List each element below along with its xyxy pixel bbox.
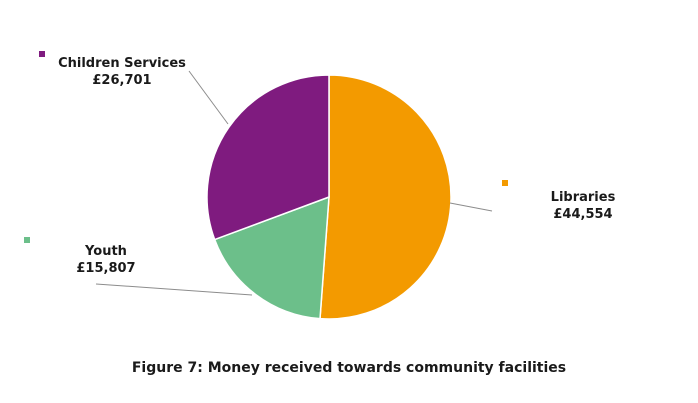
leader-line-libraries (449, 202, 493, 212)
pie-slices (206, 74, 452, 320)
label-libraries-value: £44,554 (553, 207, 612, 222)
pie-slice-libraries (319, 74, 452, 320)
pie-slice-children-services (206, 74, 330, 241)
label-children-services-name: Children Services (58, 56, 186, 71)
leader-lines (95, 70, 493, 296)
pie-slice-youth (213, 195, 330, 320)
leader-line-youth (95, 283, 253, 296)
legend-marker-libraries (502, 180, 508, 186)
legend-marker-children-services (39, 51, 45, 57)
legend-markers (24, 51, 508, 243)
chart-title: Figure 7: Money received towards communi… (131, 360, 567, 376)
leader-line-children-services (188, 70, 229, 125)
label-libraries-name: Libraries (551, 190, 616, 205)
legend-marker-youth (24, 237, 30, 243)
label-children-services-value: £26,701 (92, 73, 151, 88)
label-youth-value: £15,807 (76, 261, 135, 276)
label-youth-name: Youth (84, 244, 127, 259)
